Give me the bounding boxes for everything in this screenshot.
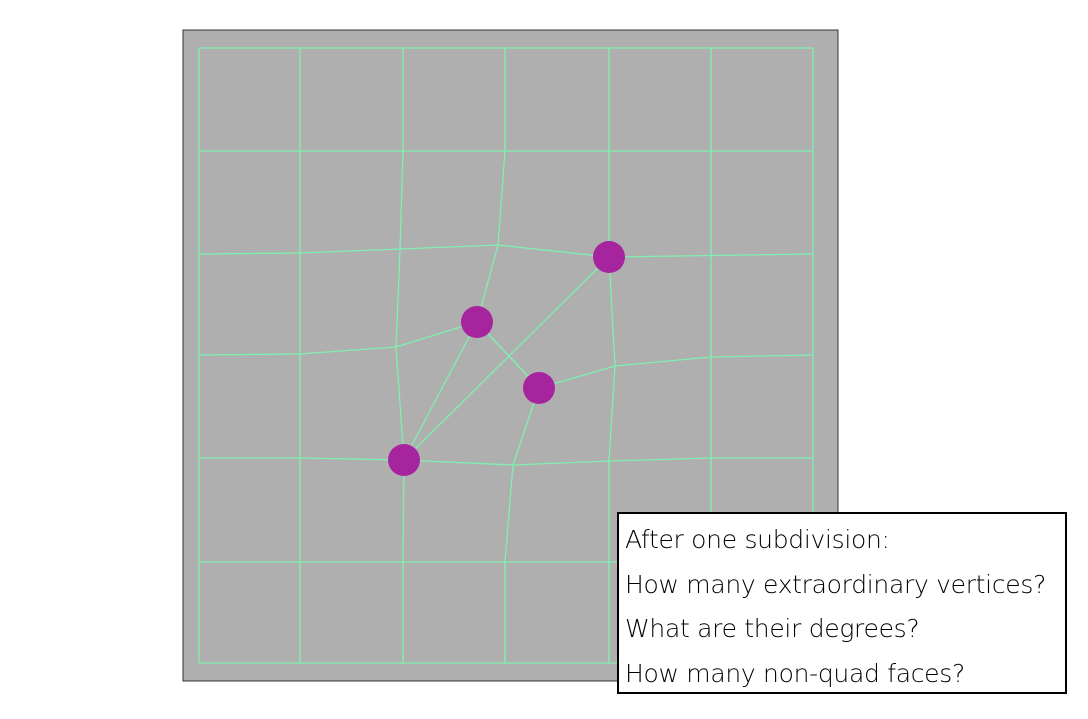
extraordinary-vertex-dot bbox=[388, 444, 420, 476]
extraordinary-vertex-dot bbox=[593, 241, 625, 273]
mesh-edge bbox=[403, 321, 478, 461]
mesh-edge bbox=[403, 256, 610, 461]
question-box: After one subdivision: How many extraord… bbox=[617, 512, 1067, 694]
extraordinary-vertices bbox=[388, 241, 625, 476]
extraordinary-vertex-dot bbox=[461, 306, 493, 338]
mesh-edge bbox=[198, 244, 814, 258]
question-extraordinary-count: How many extraordinary vertices? bbox=[625, 569, 1047, 599]
question-non-quad-count: How many non-quad faces? bbox=[625, 658, 965, 688]
mesh-edge bbox=[476, 48, 506, 323]
mesh-edge bbox=[395, 48, 405, 663]
question-degrees: What are their degrees? bbox=[625, 614, 920, 643]
mesh-edge bbox=[608, 48, 616, 663]
extraordinary-vertex-dot bbox=[523, 372, 555, 404]
question-intro: After one subdivision: bbox=[625, 525, 890, 554]
mesh-edge bbox=[504, 387, 540, 663]
